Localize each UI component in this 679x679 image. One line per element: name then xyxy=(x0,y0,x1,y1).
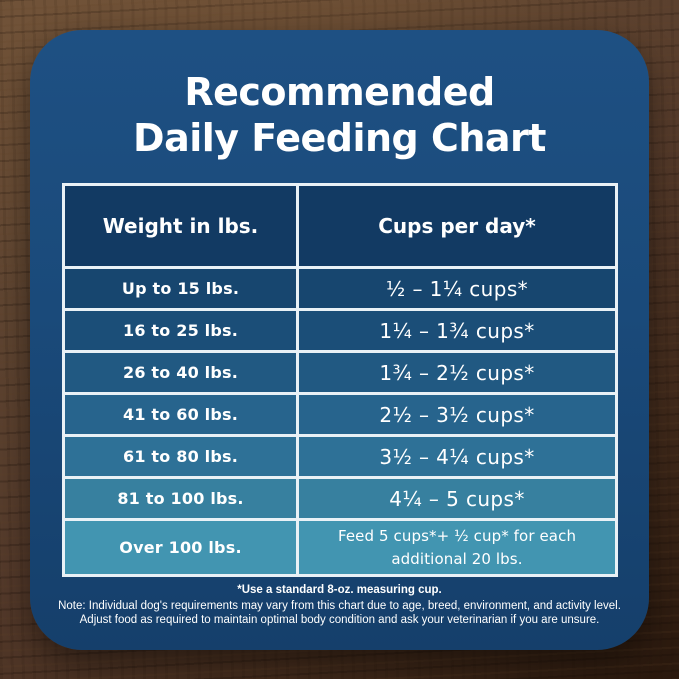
table-cell-weight-2: 16 to 25 lbs. xyxy=(65,311,296,350)
table-cell-weight-5: 61 to 80 lbs. xyxy=(65,437,296,476)
table-cell-cups-5: 3½ – 4¼ cups* xyxy=(299,437,615,476)
table-cell-weight-6: 81 to 100 lbs. xyxy=(65,479,296,518)
title-line-2: Daily Feeding Chart xyxy=(133,115,546,160)
chart-card: Recommended Daily Feeding Chart Weight i… xyxy=(30,30,649,650)
table-cell-cups-1: ½ – 1¼ cups* xyxy=(299,269,615,308)
page-title: Recommended Daily Feeding Chart xyxy=(30,70,649,161)
footnotes: *Use a standard 8-oz. measuring cup. Not… xyxy=(30,583,649,627)
note-line-2: Adjust food as required to maintain opti… xyxy=(79,614,600,627)
note-line-1: Note: Individual dog's requirements may … xyxy=(58,600,621,613)
table-cell-cups-7: Feed 5 cups*+ ½ cup* for each additional… xyxy=(299,521,615,574)
column-header-weight: Weight in lbs. xyxy=(65,186,296,266)
title-line-1: Recommended xyxy=(184,70,495,114)
measuring-cup-note: *Use a standard 8-oz. measuring cup. xyxy=(237,584,442,596)
table-cell-weight-1: Up to 15 lbs. xyxy=(65,269,296,308)
feeding-table: Weight in lbs. Cups per day* Up to 15 lb… xyxy=(62,183,618,577)
table-cell-weight-7: Over 100 lbs. xyxy=(65,521,296,574)
table-cell-weight-3: 26 to 40 lbs. xyxy=(65,353,296,392)
table-cell-cups-2: 1¼ – 1¾ cups* xyxy=(299,311,615,350)
table-cell-cups-4: 2½ – 3½ cups* xyxy=(299,395,615,434)
column-header-cups: Cups per day* xyxy=(299,186,615,266)
table-cell-weight-4: 41 to 60 lbs. xyxy=(65,395,296,434)
table-cell-cups-6: 4¼ – 5 cups* xyxy=(299,479,615,518)
table-cell-cups-3: 1¾ – 2½ cups* xyxy=(299,353,615,392)
